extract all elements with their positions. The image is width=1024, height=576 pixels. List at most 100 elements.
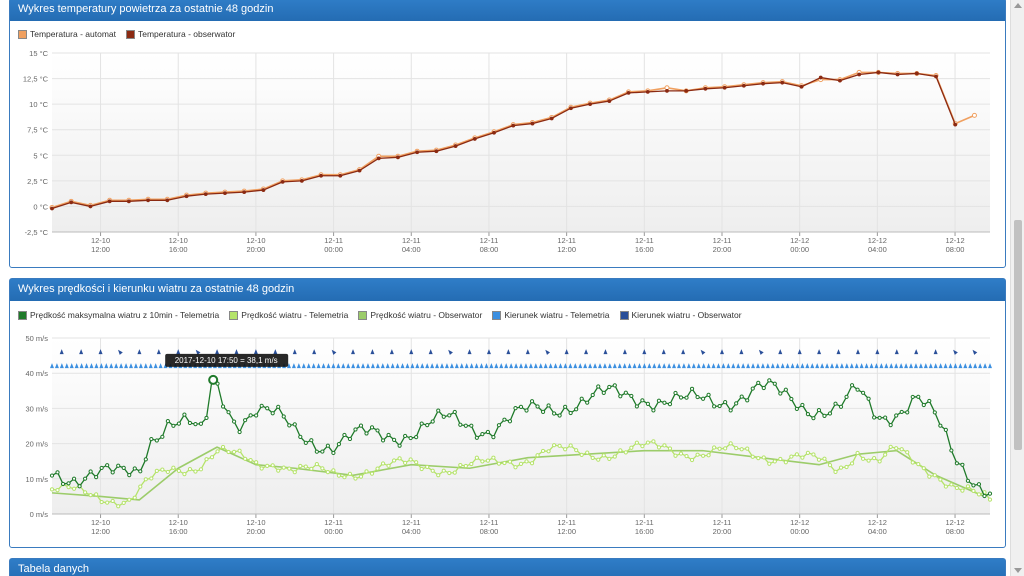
legend-wind-max[interactable]: Prędkość maksymalna wiatru z 10min - Tel… — [18, 310, 219, 320]
direction-tele-marker — [652, 363, 657, 369]
wind-max-point — [872, 415, 877, 420]
direction-obs-marker — [428, 349, 433, 355]
wind-max-point — [910, 394, 915, 400]
direction-obs-marker — [351, 349, 356, 355]
direction-tele-marker — [449, 363, 454, 369]
legend-wind-obs[interactable]: Prędkość wiatru - Obserwator — [358, 310, 482, 320]
wind-tele-point — [645, 440, 651, 445]
w-x-tick-label-date: 12-12 — [945, 518, 964, 527]
w-x-tick-label-time: 16:00 — [635, 527, 654, 536]
direction-tele-marker — [385, 363, 390, 369]
legend-temp-auto[interactable]: Temperatura - automat — [18, 29, 116, 39]
wind-max-point — [883, 415, 888, 420]
direction-tele-marker — [444, 363, 449, 369]
scroll-down-icon[interactable] — [1014, 568, 1022, 573]
legend-temp-obs[interactable]: Temperatura - obserwator — [125, 29, 235, 39]
wind-max-point — [513, 406, 518, 411]
direction-obs-marker — [972, 349, 978, 355]
direction-tele-marker — [370, 363, 375, 369]
direction-tele-marker — [933, 363, 938, 369]
temp-obs-point — [261, 188, 266, 192]
wind-tele-point — [684, 454, 689, 459]
wind-tele-point — [226, 449, 231, 455]
temp-obs-point — [857, 72, 862, 77]
direction-obs-marker — [875, 349, 880, 355]
wind-tele-point — [259, 466, 264, 471]
direction-tele-marker — [627, 363, 632, 369]
direction-tele-marker — [844, 363, 849, 369]
wind-tele-point — [910, 460, 915, 465]
wind-tele-point — [739, 447, 744, 452]
direction-obs-marker — [409, 349, 414, 355]
direction-obs-marker — [642, 349, 647, 355]
w-y-tick-label: 0 m/s — [30, 510, 49, 519]
legend-swatch-wind-tele — [229, 310, 239, 320]
direction-tele-marker — [795, 363, 800, 369]
direction-tele-marker — [904, 363, 909, 369]
direction-tele-marker — [474, 363, 479, 369]
data-table-panel-title[interactable]: Tabela danych — [10, 559, 1005, 576]
scroll-thumb[interactable] — [1014, 220, 1022, 450]
wind-tele-point — [651, 439, 656, 444]
direction-tele-marker — [509, 363, 514, 369]
wind-tele-point — [309, 466, 314, 471]
wind-max-point — [761, 385, 766, 391]
temp-obs-point — [146, 198, 150, 203]
t-x-tick-label-time: 04:00 — [402, 245, 421, 254]
t-y-tick-label: 15 °C — [29, 49, 48, 58]
direction-tele-marker — [672, 363, 677, 369]
legend-swatch-temp-auto — [18, 29, 27, 39]
wind-max-point — [568, 410, 573, 416]
direction-obs-marker — [933, 349, 938, 355]
legend-swatch-wind-max — [18, 310, 27, 320]
w-y-tick-label: 10 m/s — [25, 475, 48, 484]
temp-obs-point — [203, 192, 208, 197]
wind-tele-point — [138, 484, 143, 489]
w-x-tick-label-date: 12-12 — [868, 518, 887, 527]
wind-tele-point — [187, 467, 193, 472]
wind-tele-point — [121, 500, 126, 505]
direction-tele-marker — [430, 363, 435, 369]
wind-tele-point — [198, 467, 204, 472]
direction-tele-marker — [859, 363, 864, 369]
scroll-up-icon[interactable] — [1014, 3, 1022, 8]
wind-tele-point — [838, 465, 844, 470]
direction-obs-marker — [215, 349, 220, 355]
w-y-tick-label: 50 m/s — [25, 334, 48, 343]
direction-tele-marker — [400, 363, 405, 369]
direction-tele-marker — [59, 363, 64, 369]
wind-max-point — [607, 384, 612, 390]
direction-tele-marker — [716, 363, 721, 369]
wind-max-point — [358, 423, 364, 428]
page-scrollbar[interactable] — [1010, 0, 1024, 576]
direction-tele-marker — [647, 363, 652, 369]
wind-max-point — [408, 435, 413, 441]
legend-dir-tele[interactable]: Kierunek wiatru - Telemetria — [492, 310, 610, 320]
direction-tele-marker — [637, 363, 642, 369]
w-x-tick-label-time: 00:00 — [324, 527, 343, 536]
wind-tele-point — [458, 462, 463, 468]
wind-tele-point — [231, 449, 237, 454]
wind-max-point — [281, 414, 286, 419]
direction-tele-marker — [657, 363, 662, 369]
legend-wind-tele[interactable]: Prędkość wiatru - Telemetria — [229, 310, 348, 320]
direction-tele-marker — [805, 363, 810, 369]
legend-dir-obs[interactable]: Kierunek wiatru - Obserwator — [619, 310, 742, 320]
w-x-tick-label-time: 08:00 — [946, 527, 965, 536]
wind-tele-point — [380, 461, 386, 466]
direction-tele-marker — [415, 363, 420, 369]
wind-max-point — [960, 462, 965, 467]
temp-obs-point — [357, 168, 362, 173]
t-x-tick-label-date: 12-11 — [635, 236, 654, 245]
w-x-tick-label-time: 16:00 — [169, 527, 188, 536]
direction-tele-marker — [543, 363, 548, 369]
wind-max-point — [287, 423, 292, 428]
direction-tele-marker — [676, 363, 681, 369]
wind-tele-point — [899, 447, 904, 452]
w-x-tick-label-date: 12-10 — [246, 518, 265, 527]
wind-tele-point — [563, 447, 568, 452]
direction-tele-marker — [311, 363, 316, 369]
wind-tele-point — [452, 470, 457, 475]
direction-tele-marker — [410, 363, 415, 369]
wind-max-point — [463, 423, 468, 428]
